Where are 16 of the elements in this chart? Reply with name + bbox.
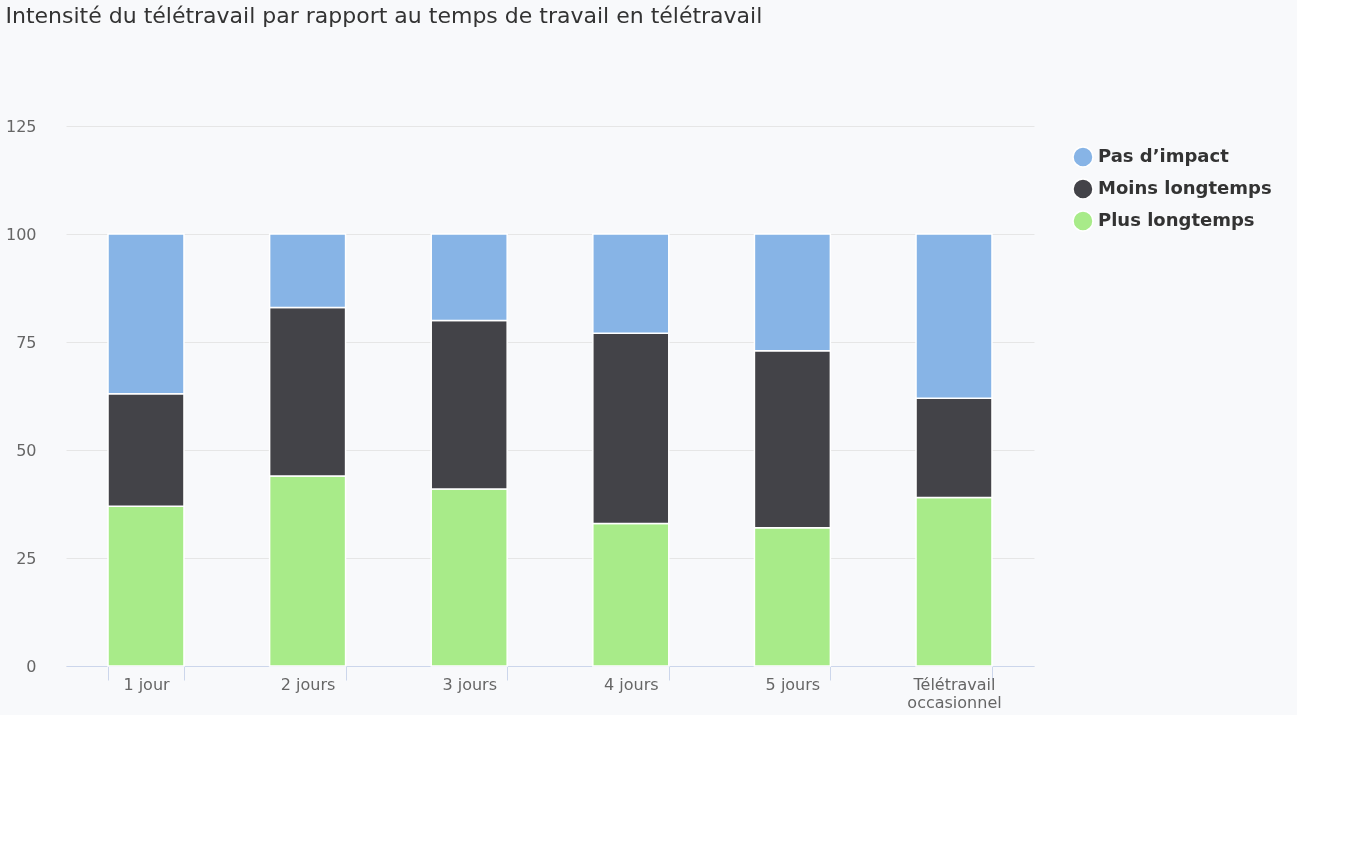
legend-label: Moins longtemps <box>1098 177 1272 198</box>
y-tick-label: 50 <box>16 440 37 460</box>
x-tick-label: 1 jour <box>123 674 171 694</box>
legend-label: Pas d’impact <box>1098 145 1230 166</box>
chart-title: Intensité du télétravail par rapport au temps de travail en télétravail <box>5 3 763 28</box>
y-tick-label: 100 <box>5 224 37 244</box>
x-tick-label: 4 jours <box>604 674 659 694</box>
y-tick-label: 25 <box>16 548 37 568</box>
y-tick-label: 125 <box>5 116 37 136</box>
y-tick-label: 0 <box>26 656 37 676</box>
y-tick-label: 75 <box>16 332 37 352</box>
legend-label: Plus longtemps <box>1098 209 1255 230</box>
x-tick-label: 3 jours <box>442 674 497 694</box>
x-tick-label: 2 jours <box>280 674 336 694</box>
x-tick-label: Télétravail occasionnel <box>907 674 1002 712</box>
x-tick-label: 5 jours <box>765 674 821 694</box>
